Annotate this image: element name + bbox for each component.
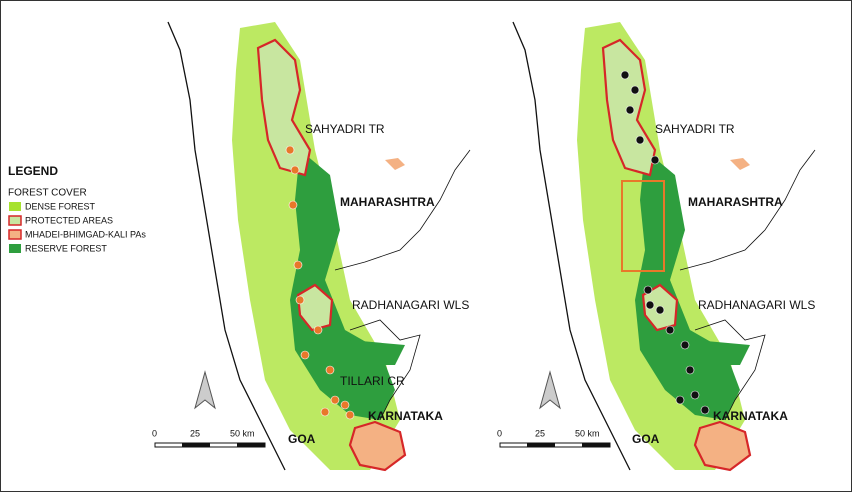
camera-trap bbox=[675, 395, 685, 405]
tiger-sign bbox=[313, 325, 323, 335]
isolated-pa bbox=[385, 158, 405, 170]
tiger-sign bbox=[293, 260, 303, 270]
legend-label: DENSE FOREST bbox=[25, 201, 96, 211]
place-label: SAHYADRI TR bbox=[305, 122, 385, 136]
reserve-forest-east bbox=[350, 340, 405, 365]
scale-label: 50 km bbox=[230, 428, 255, 438]
place-label: RADHANAGARI WLS bbox=[698, 298, 815, 312]
place-label: GOA bbox=[288, 432, 316, 446]
study-block bbox=[621, 180, 665, 272]
map-panel: 0 25 50 km SAHYADRI TR MAHARASHTRA RADHANAGAR… bbox=[152, 21, 471, 472]
tiger-sign bbox=[320, 407, 330, 417]
north-arrow bbox=[194, 370, 216, 410]
tiger-sign bbox=[325, 365, 335, 375]
tiger-sign bbox=[340, 400, 350, 410]
camera-trap bbox=[635, 135, 645, 145]
tiger-sign bbox=[285, 145, 295, 155]
coastline bbox=[512, 21, 631, 471]
legend-items: DENSE FOREST PROTECTED AREAS MHADEI-BHIMGA… bbox=[8, 201, 146, 253]
legend-label: RESERVE FOREST bbox=[25, 243, 107, 253]
isolated-pa bbox=[730, 158, 750, 170]
tiger-sign bbox=[300, 350, 310, 360]
camera-trap bbox=[685, 365, 695, 375]
camera-trap bbox=[665, 325, 675, 335]
state-boundary bbox=[334, 149, 471, 421]
legend-swatch bbox=[8, 215, 22, 226]
camera-trap bbox=[643, 285, 653, 295]
place-label: MAHARASHTRA bbox=[688, 195, 783, 209]
scale-label: 25 bbox=[535, 428, 545, 438]
maps: 0 25 50 km SAHYADRI TR MAHARASHTRA RADHANAGAR… bbox=[152, 21, 816, 472]
scale-bar-fill bbox=[237, 443, 265, 447]
place-label: MAHARASHTRA bbox=[340, 195, 435, 209]
scale-label: 0 bbox=[497, 428, 502, 438]
mhadei-pa bbox=[693, 420, 752, 472]
north-arrow bbox=[539, 370, 561, 410]
protected-area bbox=[256, 38, 312, 177]
legend-label: PROTECTED AREAS bbox=[25, 215, 113, 225]
scale-bar-fill bbox=[182, 443, 210, 447]
legend-title: LEGEND bbox=[8, 164, 58, 178]
place-label: RADHANAGARI WLS bbox=[352, 298, 469, 312]
coastline bbox=[167, 21, 286, 471]
place-label: KARNATAKA bbox=[368, 409, 443, 423]
camera-trap bbox=[655, 305, 665, 315]
reserve-forest-east bbox=[695, 340, 750, 365]
place-label: GOA bbox=[632, 432, 660, 446]
camera-trap bbox=[680, 340, 690, 350]
protected-area bbox=[296, 283, 334, 332]
tiger-sign bbox=[330, 395, 340, 405]
mhadei-pa bbox=[348, 420, 407, 472]
camera-trap bbox=[625, 105, 635, 115]
scale-bar-fill bbox=[582, 443, 610, 447]
legend-swatch bbox=[9, 202, 21, 211]
tiger-sign bbox=[288, 200, 298, 210]
camera-trap bbox=[700, 405, 710, 415]
scale-label: 25 bbox=[190, 428, 200, 438]
tiger-sign bbox=[295, 295, 305, 305]
place-label: KARNATAKA bbox=[713, 409, 788, 423]
state-boundary bbox=[679, 149, 816, 421]
scale-label: 50 km bbox=[575, 428, 600, 438]
scale-label: 0 bbox=[152, 428, 157, 438]
camera-trap bbox=[630, 85, 640, 95]
legend-label: MHADEI-BHIMGAD-KALI PAs bbox=[25, 229, 146, 239]
legend-subtitle: FOREST COVER bbox=[8, 188, 87, 199]
tiger-sign bbox=[290, 165, 300, 175]
place-label: TILLARI CR bbox=[340, 374, 405, 388]
camera-trap bbox=[645, 300, 655, 310]
camera-trap bbox=[690, 390, 700, 400]
camera-trap bbox=[650, 155, 660, 165]
map-panel: 0 25 50 km SAHYADRI TR MAHARASHTRA RADHANAGAR… bbox=[497, 21, 816, 472]
legend-swatch bbox=[9, 244, 21, 253]
tiger-sign bbox=[345, 410, 355, 420]
camera-trap bbox=[620, 70, 630, 80]
place-label: SAHYADRI TR bbox=[655, 122, 735, 136]
legend-swatch bbox=[8, 229, 22, 240]
scale-bar-fill bbox=[527, 443, 555, 447]
